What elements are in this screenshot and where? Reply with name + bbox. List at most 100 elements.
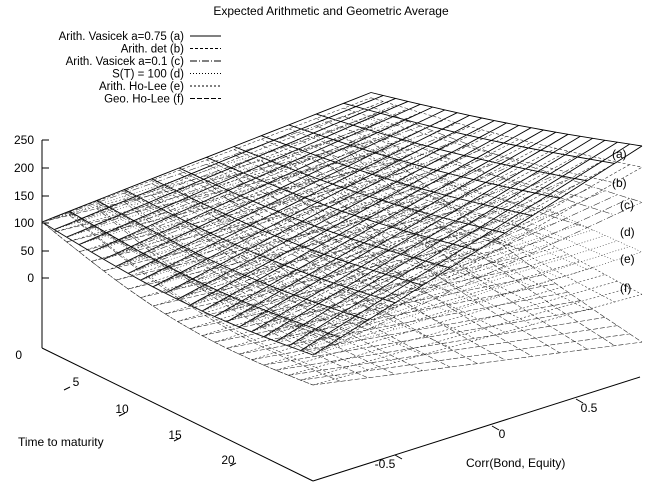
surface-mesh-line — [201, 142, 532, 312]
z-tick-label: 200 — [14, 161, 34, 175]
surface-label: (b) — [612, 176, 627, 190]
surface-label: (f) — [620, 281, 631, 295]
surface-mesh-line — [370, 92, 643, 147]
surface-mesh-line — [288, 124, 560, 199]
surface-mesh-line — [206, 175, 478, 340]
surface-mesh-line — [312, 251, 643, 356]
surface-mesh-line — [178, 173, 451, 292]
surface-mesh-line — [66, 146, 396, 243]
surface-mesh-line — [251, 260, 581, 360]
surface-mesh-line — [343, 147, 615, 346]
surface-edge-labels: (a) (b) (c) (d) (e) (f) — [612, 147, 635, 295]
surface-mesh-line — [233, 149, 505, 246]
surface-mesh-line — [54, 137, 384, 233]
y-tick-mark — [575, 398, 584, 404]
surface-mesh-line — [124, 198, 396, 363]
z-tick-label: 0 — [27, 271, 34, 285]
surface-mesh-line — [103, 151, 433, 260]
z-tick-label: 150 — [14, 189, 34, 203]
surface-mesh-line — [115, 135, 446, 267]
z-tick-label: 50 — [21, 244, 35, 258]
surface-mesh-line — [300, 246, 630, 351]
surface-label: (e) — [620, 252, 635, 266]
surface-mesh-line — [178, 167, 451, 269]
surface-mesh-line — [370, 129, 643, 295]
surface-mesh-line — [96, 208, 368, 379]
surface-mesh-line — [343, 107, 615, 184]
surface-mesh-line — [124, 189, 396, 304]
axes: 0 50 100 150 200 250 0 5 10 15 20 -0.5 0 0.5 — [14, 133, 641, 482]
surface-mesh-line — [124, 190, 396, 309]
surface-mesh-line — [343, 102, 615, 164]
surface-mesh-line — [288, 128, 560, 215]
surface-mesh-line — [233, 161, 506, 296]
x-tick-label: 15 — [168, 428, 182, 442]
surface-mesh-line — [41, 221, 314, 356]
chart-title: Expected Arithmetic and Geometric Averag… — [213, 4, 449, 18]
surface-mesh-line — [300, 333, 630, 381]
surface-mesh-line — [206, 156, 478, 251]
surface-a — [41, 92, 643, 356]
surface-f — [41, 141, 643, 386]
surface-label: (a) — [612, 147, 627, 161]
surface-mesh-line — [151, 178, 423, 286]
surface-mesh-line — [206, 181, 478, 364]
surface-mesh-line — [124, 201, 396, 375]
surface-c — [41, 106, 643, 356]
x-axis-label: Time to maturity — [18, 435, 104, 449]
surface-mesh-line — [54, 101, 384, 230]
surface-mesh-line — [124, 192, 396, 318]
surface-mesh-line — [69, 211, 341, 340]
legend-label: Geo. Ho-Lee (f) — [104, 94, 184, 106]
surface-mesh-line — [316, 125, 588, 228]
legend-label: Arith. Vasicek a=0.75 (a) — [59, 31, 185, 43]
x-tick-label: 20 — [221, 453, 235, 467]
surface-mesh-line — [66, 131, 396, 238]
surface-mesh-line — [370, 118, 643, 253]
surface-mesh-line — [178, 183, 451, 348]
surface-mesh-line — [206, 164, 478, 279]
y-tick-label: 0 — [499, 427, 506, 441]
surface-mesh-line — [189, 195, 519, 306]
surface-mesh-line — [312, 341, 643, 386]
z-tick-label: 100 — [14, 216, 34, 230]
surface-mesh-line — [103, 130, 433, 260]
surface-mesh-line — [152, 176, 482, 288]
surface-mesh-line — [69, 212, 341, 343]
surface-mesh-line — [178, 169, 451, 278]
legend-label: Arith. Ho-Lee (e) — [99, 81, 184, 93]
y-tick-mark — [394, 454, 403, 460]
surface-mesh-line — [288, 135, 560, 241]
surface-mesh-line — [261, 144, 533, 254]
surface-d — [41, 118, 643, 356]
surface-mesh-line — [151, 190, 423, 356]
z-tick-label: 250 — [14, 133, 34, 147]
surface-mesh-line — [316, 113, 588, 182]
x-tick-label: 5 — [73, 375, 80, 389]
surface-mesh-line — [178, 188, 451, 368]
x-tick-mark — [118, 412, 126, 417]
surface-mesh-line — [263, 308, 593, 366]
x-axis-line — [41, 347, 314, 482]
surface-mesh-line — [316, 118, 588, 199]
y-axis-label: Corr(Bond, Equity) — [466, 456, 565, 470]
surface-mesh-line — [78, 138, 409, 245]
surface-e — [41, 129, 643, 386]
surface-mesh-line — [288, 161, 560, 354]
surface-mesh-line — [140, 219, 470, 298]
legend-label: S(T) = 100 (d) — [112, 69, 184, 81]
base-tick-label: 0 — [15, 348, 22, 362]
surfaces — [41, 92, 643, 386]
legend-label: Arith. Vasicek a=0.1 (c) — [66, 56, 185, 68]
legend: Arith. Vasicek a=0.75 (a)Arith. det (b)A… — [59, 31, 221, 106]
surface-mesh-line — [206, 159, 478, 262]
x-tick-mark — [173, 437, 181, 442]
surface-label: (d) — [620, 225, 635, 239]
y-tick-label: 0.5 — [581, 401, 598, 415]
x-tick-mark — [63, 386, 71, 391]
surface-mesh-line — [214, 206, 544, 317]
surface-mesh-line — [69, 210, 341, 339]
y-tick-label: -0.5 — [375, 457, 396, 471]
surface-mesh-line — [343, 115, 615, 216]
surface-mesh-line — [316, 154, 588, 350]
